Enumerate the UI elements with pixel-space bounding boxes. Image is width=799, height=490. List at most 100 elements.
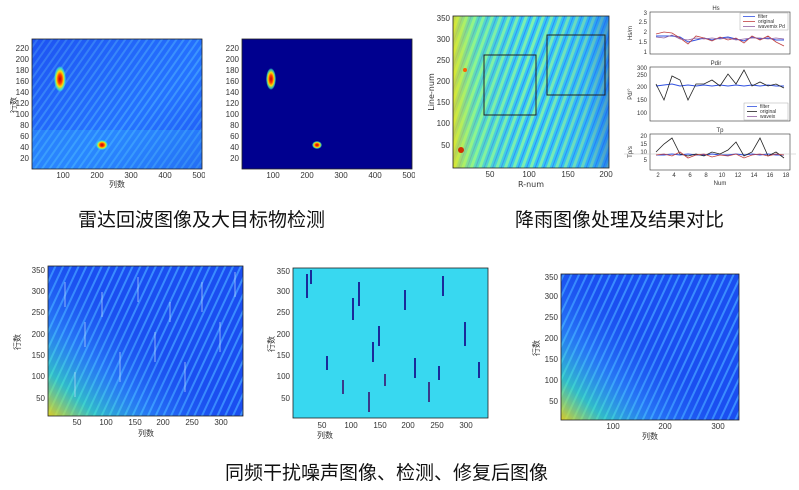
ytick: 300 (637, 66, 648, 72)
ytick: 300 (545, 292, 559, 301)
ytick: 10 (640, 150, 647, 156)
xtick: 150 (128, 418, 142, 427)
ytick: 100 (16, 110, 30, 119)
noise-repaired-panel: 50 100 150 200 250 300 350 100 200 300 列… (527, 268, 747, 446)
hs-legend: filter original wavemix Pd (739, 12, 789, 31)
legend-entry: filter (760, 104, 770, 110)
x-axis-label: Num (714, 181, 727, 187)
ytick: 60 (230, 132, 239, 141)
x-axis-label: 列数 (317, 430, 333, 440)
ytick: 100 (32, 372, 46, 381)
ytick: 150 (32, 351, 46, 360)
noise-image-yticks: 50 100 150 200 250 300 350 (32, 266, 46, 403)
xtick: 50 (318, 421, 327, 430)
ytick: 200 (637, 85, 648, 91)
x-axis-label: 列数 (109, 179, 125, 189)
xtick: 100 (522, 170, 536, 179)
xtick: 200 (658, 422, 672, 431)
ytick: 160 (16, 77, 30, 86)
ytick: 300 (32, 287, 46, 296)
xtick: 50 (73, 418, 82, 427)
rain-roi-box-2 (546, 34, 606, 96)
ytick: 250 (437, 56, 451, 65)
xtick: 4 (672, 173, 676, 179)
ytick: 200 (277, 330, 291, 339)
ytick: 150 (437, 98, 451, 107)
xtick: 300 (214, 418, 228, 427)
radar-detect-plot: 20 40 60 80 100 120 140 160 180 200 220 … (226, 38, 415, 180)
ytick: 220 (16, 44, 30, 53)
y-axis-label: Pd/° (628, 88, 634, 100)
xtick: 100 (56, 171, 70, 180)
pdir-subplot: Pdir 100 150 200 250 300 Pd/° filter ori… (628, 61, 791, 122)
tp-subplot: Tp 5 10 15 20 Tp/s 2 4 6 8 10 12 14 16 1… (624, 128, 796, 187)
noise-image-panel: 50 100 150 200 250 300 350 50 100 150 20… (10, 262, 250, 444)
noise-image-xticks: 50 100 150 200 250 300 (73, 418, 229, 427)
ytick: 40 (230, 143, 239, 152)
ytick: 350 (32, 266, 46, 275)
xtick: 8 (704, 173, 708, 179)
ytick: 1 (644, 50, 648, 56)
rain-roi-box-1 (483, 54, 537, 116)
noise-detect-panel: 50 100 150 200 250 300 350 50 100 150 20… (265, 262, 495, 444)
ytick: 350 (277, 267, 291, 276)
tp-xticks: 2 4 6 8 10 12 14 16 18 (656, 173, 790, 179)
xtick: 300 (459, 421, 473, 430)
ytick: 180 (16, 66, 30, 75)
ytick: 120 (226, 99, 240, 108)
ytick: 150 (637, 98, 648, 104)
ytick: 300 (277, 287, 291, 296)
x-axis-label: R-num (518, 180, 544, 189)
ytick: 200 (437, 77, 451, 86)
ytick: 200 (545, 334, 559, 343)
rain-image-xticks: 50 100 150 200 (486, 170, 614, 179)
noise-repaired-plot: 50 100 150 200 250 300 350 100 200 300 列… (531, 273, 740, 441)
ytick: 250 (545, 313, 559, 322)
legend-entry: original (758, 19, 774, 25)
subplot-title: Pdir (711, 61, 722, 67)
ytick: 250 (637, 73, 648, 79)
xtick: 400 (158, 171, 172, 180)
ytick: 220 (226, 44, 240, 53)
ytick: 350 (545, 273, 559, 282)
ytick: 250 (277, 308, 291, 317)
xtick: 150 (561, 170, 575, 179)
ytick: 50 (441, 141, 450, 150)
xtick: 50 (486, 170, 495, 179)
xtick: 200 (156, 418, 170, 427)
xtick: 250 (430, 421, 444, 430)
radar-detect-panel: 20 40 60 80 100 120 140 160 180 200 220 … (220, 35, 415, 190)
ytick: 200 (16, 55, 30, 64)
xtick: 300 (711, 422, 725, 431)
repaired-yticks: 50 100 150 200 250 300 350 (545, 273, 559, 406)
xtick: 18 (783, 173, 790, 179)
xtick: 14 (751, 173, 758, 179)
legend-entry: filter (758, 14, 768, 20)
ytick: 3 (644, 11, 648, 17)
x-axis-label: 列数 (138, 428, 154, 438)
target-hotspot-2 (96, 140, 108, 150)
noise-detect-yticks: 50 100 150 200 250 300 350 (277, 267, 291, 403)
subplot-title: Tp (716, 128, 724, 134)
ytick: 250 (32, 308, 46, 317)
xtick: 12 (735, 173, 742, 179)
ytick: 50 (549, 397, 558, 406)
ytick: 160 (226, 77, 240, 86)
rain-image-plot: 50 100 150 200 250 300 350 50 100 150 20… (427, 14, 614, 189)
ytick: 100 (437, 119, 451, 128)
radar-echo-xticks: 100 200 300 400 500 (56, 171, 205, 180)
rain-image-yticks: 50 100 150 200 250 300 350 (437, 14, 451, 150)
y-axis-label: Line-num (427, 73, 436, 111)
noise-detect-plot: 50 100 150 200 250 300 350 50 100 150 20… (266, 267, 489, 440)
ytick: 300 (437, 35, 451, 44)
xtick: 150 (373, 421, 387, 430)
ytick: 100 (545, 376, 559, 385)
ytick: 20 (230, 154, 239, 163)
ytick: 80 (20, 121, 29, 130)
legend-entry: wavemix Pd (758, 24, 785, 30)
xtick: 100 (606, 422, 620, 431)
ytick: 200 (32, 330, 46, 339)
ytick: 350 (437, 14, 451, 23)
detected-target-1 (266, 68, 276, 90)
ytick: 20 (20, 154, 29, 163)
